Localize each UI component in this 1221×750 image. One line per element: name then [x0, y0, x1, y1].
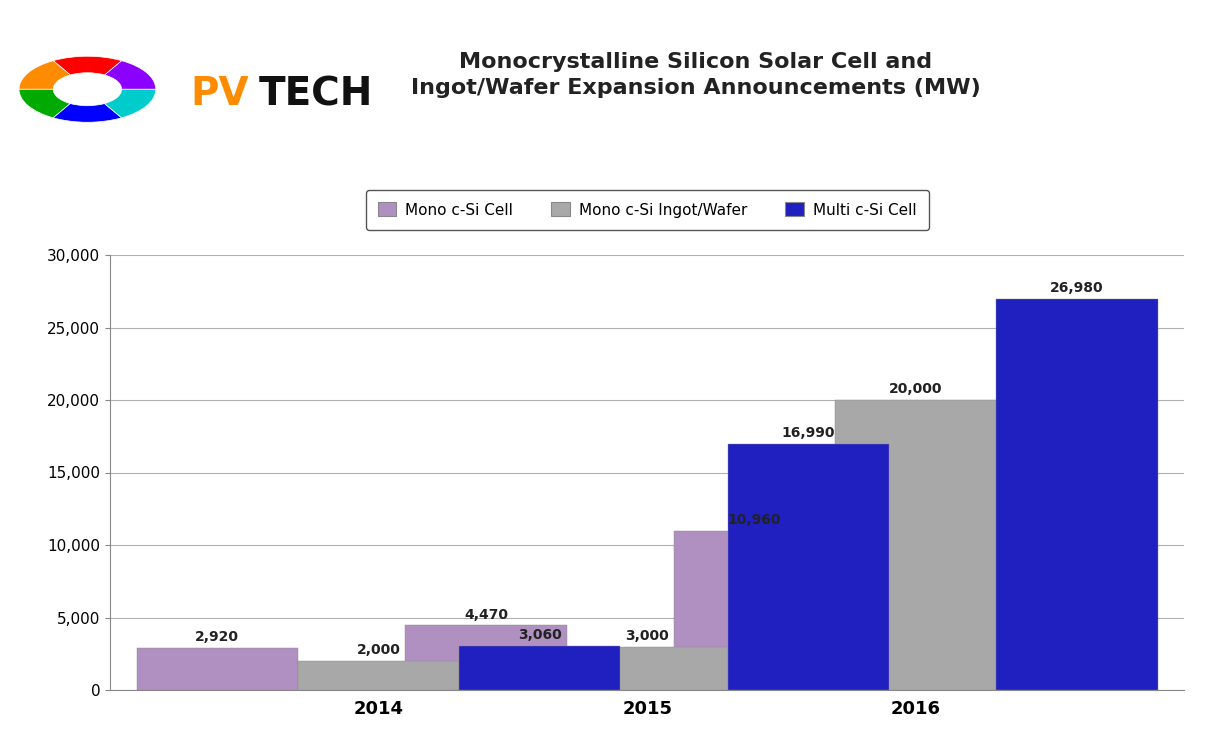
Bar	[567, 646, 728, 690]
Text: 20,000: 20,000	[889, 382, 943, 396]
Wedge shape	[54, 56, 122, 75]
Legend: Mono c-Si Cell, Mono c-Si Ingot/Wafer, Multi c-Si Cell: Mono c-Si Cell, Mono c-Si Ingot/Wafer, M…	[365, 190, 929, 230]
Wedge shape	[20, 61, 71, 89]
Bar	[137, 648, 298, 690]
Bar	[835, 400, 996, 690]
Bar	[996, 298, 1158, 690]
Bar	[405, 626, 567, 690]
Text: 3,060: 3,060	[518, 628, 562, 642]
Bar	[298, 661, 459, 690]
Text: 16,990: 16,990	[781, 426, 835, 440]
Text: 26,980: 26,980	[1050, 281, 1104, 296]
Text: 4,470: 4,470	[464, 608, 508, 622]
Text: 2,920: 2,920	[195, 630, 239, 644]
Text: Monocrystalline Silicon Solar Cell and
Ingot/Wafer Expansion Announcements (MW): Monocrystalline Silicon Solar Cell and I…	[411, 52, 980, 98]
Wedge shape	[105, 89, 156, 118]
Bar	[459, 646, 620, 690]
Bar	[728, 444, 889, 690]
Text: TECH: TECH	[259, 75, 372, 113]
Wedge shape	[20, 89, 71, 118]
Text: 2,000: 2,000	[357, 644, 400, 657]
Bar	[674, 531, 835, 690]
Text: PV: PV	[190, 75, 249, 113]
Wedge shape	[54, 104, 122, 122]
Wedge shape	[105, 61, 156, 89]
Text: 3,000: 3,000	[625, 628, 669, 643]
Text: 10,960: 10,960	[728, 514, 781, 527]
